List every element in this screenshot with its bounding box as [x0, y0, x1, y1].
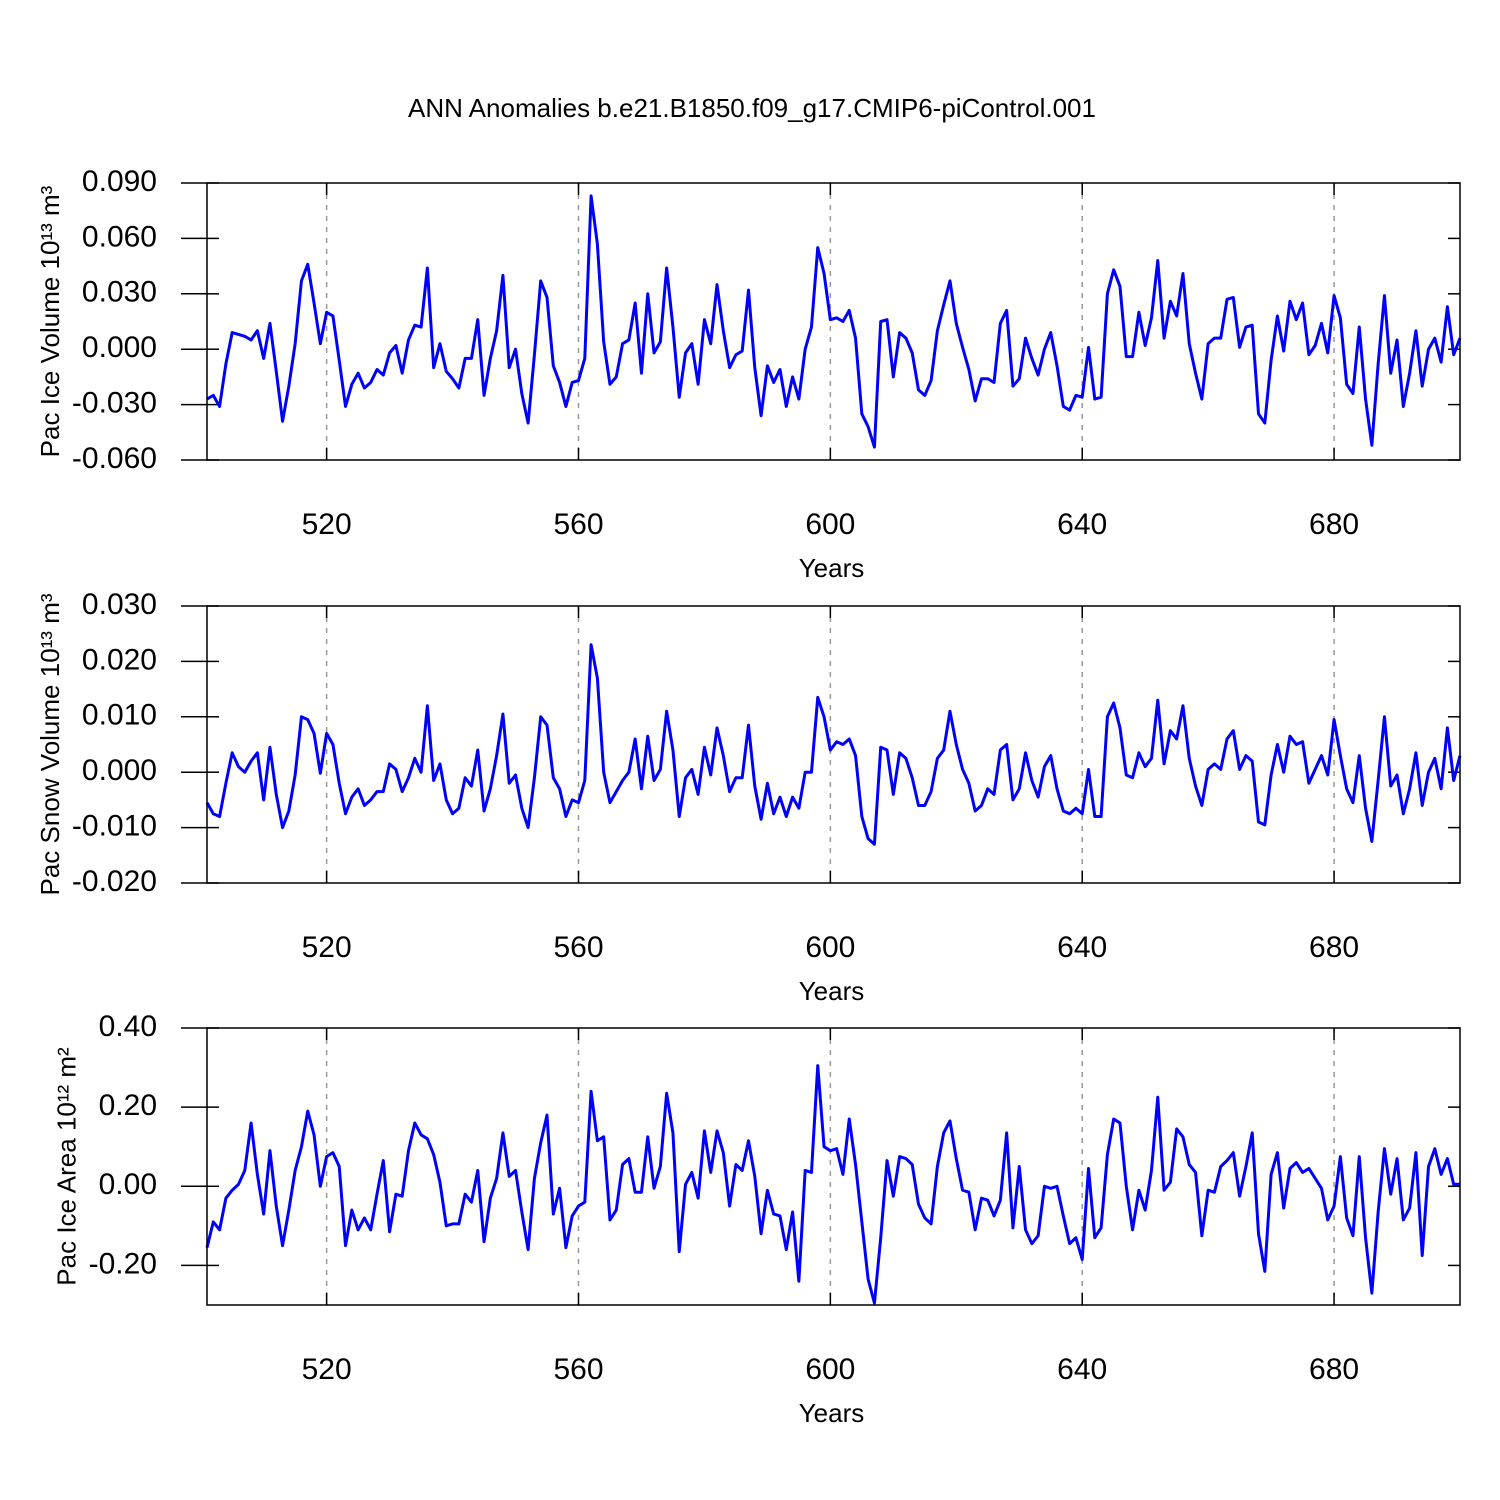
x-tick-label: 640 — [1057, 1353, 1107, 1386]
data-line — [206, 194, 1462, 449]
y-tick-label: 0.030 — [82, 276, 157, 309]
y-tick-label: 0.000 — [82, 754, 157, 787]
data-line — [205, 643, 1462, 846]
x-tick-label: 520 — [302, 1353, 352, 1386]
plot-frame — [206, 605, 1461, 884]
x-tick-label: 560 — [553, 1353, 603, 1386]
y-tick-label: -0.010 — [72, 810, 157, 843]
y-tick-label: 0.020 — [82, 643, 157, 676]
y-tick-label: -0.060 — [72, 442, 157, 475]
x-tick-label: 640 — [1057, 508, 1107, 541]
plot-frame — [206, 1027, 1461, 1306]
y-tick-label: 0.40 — [99, 1010, 157, 1043]
x-tick-label: 640 — [1057, 931, 1107, 964]
x-axis-title: Years — [799, 976, 865, 1006]
y-tick-label: -0.20 — [89, 1247, 157, 1280]
x-tick-label: 680 — [1309, 1353, 1359, 1386]
x-tick-label: 600 — [805, 508, 855, 541]
y-tick-label: 0.090 — [82, 165, 157, 198]
y-tick-label: 0.030 — [82, 588, 157, 621]
x-axis-title: Years — [799, 1398, 865, 1428]
panel: 520 560 600 640 680 0.030 0.020 0.010 0.000 -0.01… — [35, 588, 1462, 1006]
plot-frame — [206, 182, 1461, 461]
y-tick-label: 0.20 — [99, 1089, 157, 1122]
panel: 520 560 600 640 680 0.090 0.060 0.030 0.000 -0.03… — [35, 165, 1462, 583]
x-tick-label: 560 — [553, 931, 603, 964]
y-tick-label: 0.00 — [99, 1168, 157, 1201]
y-axis-title: Pac Ice Area 10¹² m² — [51, 1047, 81, 1286]
figure-title: ANN Anomalies b.e21.B1850.f09_g17.CMIP6-… — [408, 93, 1096, 123]
y-tick-label: -0.030 — [72, 387, 157, 420]
x-tick-label: 560 — [553, 508, 603, 541]
y-axis-title: Pac Snow Volume 10¹³ m³ — [35, 593, 65, 895]
y-tick-label: 0.060 — [82, 220, 157, 253]
x-tick-label: 680 — [1309, 508, 1359, 541]
x-tick-label: 680 — [1309, 931, 1359, 964]
y-tick-label: 0.010 — [82, 699, 157, 732]
x-tick-label: 600 — [805, 1353, 855, 1386]
y-axis-title: Pac Ice Volume 10¹³ m³ — [35, 185, 65, 457]
x-tick-label: 600 — [805, 931, 855, 964]
y-tick-label: -0.020 — [72, 865, 157, 898]
x-axis-title: Years — [799, 553, 865, 583]
panel: 520 560 600 640 680 0.40 0.20 0.00 -0.20 Years Pac… — [51, 1010, 1461, 1428]
x-tick-label: 520 — [302, 931, 352, 964]
x-tick-label: 520 — [302, 508, 352, 541]
y-tick-label: 0.000 — [82, 331, 157, 364]
data-line — [205, 1064, 1460, 1305]
